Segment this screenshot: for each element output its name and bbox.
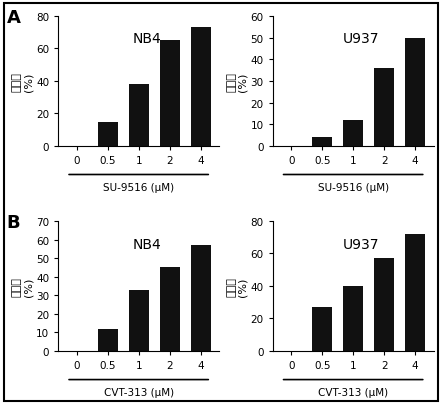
Bar xyxy=(160,41,180,147)
Y-axis label: 抑制率
(%): 抑制率 (%) xyxy=(11,276,33,296)
Bar xyxy=(374,259,394,351)
Text: A: A xyxy=(7,9,20,27)
Text: U937: U937 xyxy=(343,237,380,251)
Bar xyxy=(98,122,118,147)
Bar xyxy=(343,286,363,351)
Y-axis label: 抑制率
(%): 抑制率 (%) xyxy=(226,276,248,296)
Y-axis label: 抑制率
(%): 抑制率 (%) xyxy=(11,72,33,92)
X-axis label: SU-9516 (μM): SU-9516 (μM) xyxy=(103,182,174,192)
Text: B: B xyxy=(7,213,20,232)
X-axis label: SU-9516 (μM): SU-9516 (μM) xyxy=(318,182,389,192)
Bar xyxy=(191,28,211,147)
X-axis label: CVT-313 (μM): CVT-313 (μM) xyxy=(318,387,388,396)
X-axis label: CVT-313 (μM): CVT-313 (μM) xyxy=(103,387,174,396)
Text: NB4: NB4 xyxy=(132,237,161,251)
Bar xyxy=(343,121,363,147)
Y-axis label: 抑制率
(%): 抑制率 (%) xyxy=(226,72,248,92)
Bar xyxy=(129,290,149,351)
Bar xyxy=(405,234,425,351)
Bar xyxy=(129,85,149,147)
Bar xyxy=(374,69,394,147)
Bar xyxy=(405,38,425,147)
Bar xyxy=(160,268,180,351)
Bar xyxy=(98,329,118,351)
Bar xyxy=(312,138,332,147)
Text: U937: U937 xyxy=(343,32,380,46)
Bar xyxy=(312,307,332,351)
Bar xyxy=(191,245,211,351)
Text: NB4: NB4 xyxy=(132,32,161,46)
